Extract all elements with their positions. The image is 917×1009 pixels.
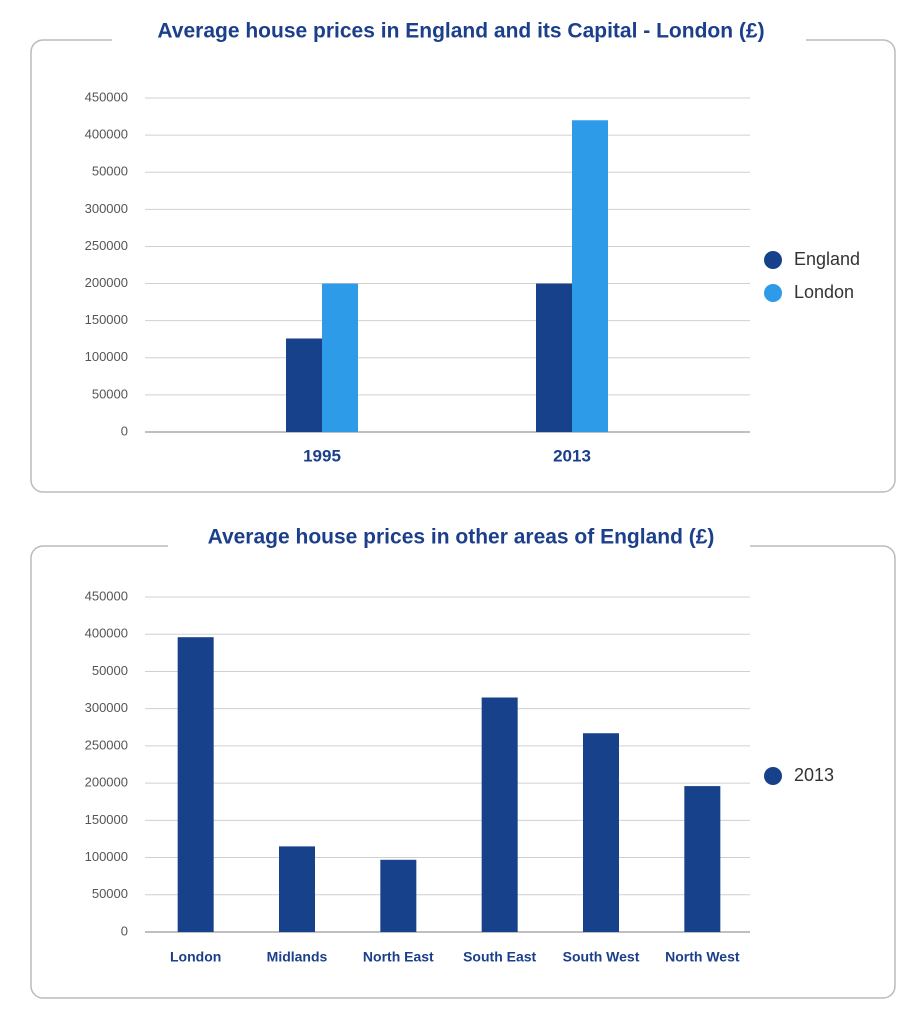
bar (322, 283, 358, 432)
y-tick-label: 250000 (85, 238, 128, 253)
y-tick-label: 0 (121, 423, 128, 438)
y-tick-label: 50000 (92, 886, 128, 901)
legend-label: England (794, 249, 860, 269)
x-tick-label: South West (563, 949, 640, 965)
title-bg (112, 18, 806, 48)
legend-label: 2013 (794, 765, 834, 785)
legend-marker (764, 767, 782, 785)
x-tick-label: South East (463, 949, 536, 965)
bar (177, 637, 214, 932)
bar (286, 338, 322, 432)
y-tick-label: 300000 (85, 700, 128, 715)
y-tick-label: 450000 (85, 588, 128, 603)
x-tick-label: London (170, 949, 221, 965)
legend-marker (764, 251, 782, 269)
bar (572, 120, 608, 433)
legend-marker (764, 284, 782, 302)
y-tick-label: 450000 (85, 89, 128, 104)
y-tick-label: 50000 (92, 164, 128, 179)
y-tick-label: 200000 (85, 775, 128, 790)
x-tick-label: 1995 (303, 446, 341, 465)
y-tick-label: 100000 (85, 849, 128, 864)
x-tick-label: 2013 (553, 446, 591, 465)
y-tick-label: 50000 (92, 386, 128, 401)
y-tick-label: 300000 (85, 201, 128, 216)
bar (536, 283, 572, 432)
chart-title: Average house prices in other areas of E… (208, 526, 715, 549)
y-tick-label: 150000 (85, 312, 128, 327)
bar (380, 859, 417, 932)
title-bg (168, 524, 750, 554)
y-tick-label: 0 (121, 923, 128, 938)
panel (30, 39, 896, 493)
y-tick-label: 400000 (85, 626, 128, 641)
chart-title: Average house prices in England and its … (157, 20, 764, 43)
x-tick-label: Midlands (267, 949, 328, 965)
bar (684, 786, 721, 932)
legend-label: London (794, 282, 854, 302)
y-tick-label: 100000 (85, 349, 128, 364)
y-tick-label: 200000 (85, 275, 128, 290)
bar (279, 846, 315, 932)
y-tick-label: 400000 (85, 127, 128, 142)
y-tick-label: 50000 (92, 663, 128, 678)
x-tick-label: North West (665, 949, 740, 965)
x-tick-label: North East (363, 949, 434, 965)
bar (481, 697, 518, 932)
y-tick-label: 150000 (85, 812, 128, 827)
y-tick-label: 250000 (85, 737, 128, 752)
bar (583, 733, 619, 932)
